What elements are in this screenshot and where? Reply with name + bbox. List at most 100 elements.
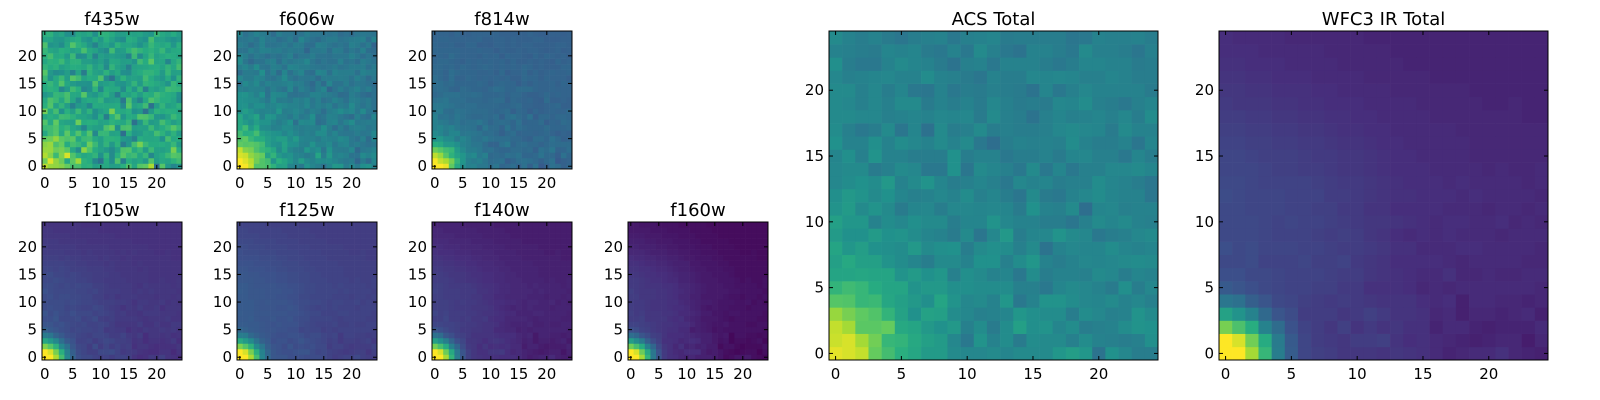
heatmap-cell (337, 135, 344, 142)
heatmap-cell (298, 277, 305, 284)
heatmap-cell (544, 238, 550, 245)
heatmap-cell (448, 288, 455, 295)
heatmap-cell (549, 36, 556, 43)
heatmap-cell (142, 310, 149, 317)
heatmap-cell (432, 282, 438, 289)
heatmap-cell (488, 260, 494, 267)
heatmap-cell (148, 75, 155, 81)
heatmap-cell (493, 233, 500, 239)
heatmap-cell (265, 42, 271, 48)
heatmap-cell (555, 310, 562, 317)
heatmap-cell (165, 255, 172, 261)
heatmap-cell (70, 69, 76, 76)
heatmap-cell (293, 266, 299, 272)
heatmap-cell (656, 332, 662, 339)
heatmap-cell (81, 315, 88, 322)
heatmap-cell (326, 233, 333, 239)
heatmap-cell (337, 227, 344, 234)
heatmap-cell (47, 80, 54, 87)
heatmap-cell (1026, 162, 1040, 177)
heatmap-cell (126, 119, 132, 126)
heatmap-cell (170, 157, 177, 164)
heatmap-cell (64, 119, 71, 126)
heatmap-cell (98, 130, 104, 137)
y-tick-label: 15 (408, 265, 427, 283)
heatmap-cell (64, 282, 71, 289)
heatmap-cell (64, 113, 71, 120)
heatmap-cell (1000, 202, 1014, 216)
heatmap-cell (343, 255, 350, 261)
heatmap-cell (343, 293, 350, 300)
heatmap-cell (64, 299, 71, 306)
heatmap-cell (499, 260, 506, 267)
heatmap-cell (454, 277, 461, 284)
heatmap-cell (667, 233, 674, 239)
heatmap-cell (321, 233, 327, 239)
heatmap-cell (560, 233, 567, 239)
heatmap-cell (465, 91, 472, 98)
heatmap-cell (309, 326, 316, 333)
heatmap-cell (337, 354, 344, 361)
heatmap-cell (678, 315, 685, 322)
heatmap-cell (114, 282, 121, 289)
heatmap-cell (960, 188, 975, 203)
heatmap-cell (47, 304, 54, 311)
heatmap-cell (471, 64, 478, 70)
heatmap-cell (1105, 215, 1119, 229)
heatmap-cell (510, 86, 517, 93)
heatmap-cell (751, 277, 758, 284)
heatmap-cell (493, 53, 500, 59)
heatmap-cell (159, 238, 166, 245)
heatmap-cell (242, 299, 249, 306)
heatmap-cell (154, 343, 160, 350)
heatmap-cell (717, 260, 724, 267)
heatmap-cell (337, 310, 344, 317)
heatmap-cell (265, 75, 271, 81)
heatmap-cell (723, 277, 730, 284)
heatmap-cell (544, 293, 550, 300)
heatmap-cell (1039, 294, 1054, 308)
heatmap-cell (560, 238, 567, 245)
heatmap-cell (176, 222, 183, 228)
heatmap-cell (762, 249, 769, 256)
heatmap-cell (70, 299, 76, 306)
heatmap-cell (499, 163, 506, 170)
heatmap-cell (47, 163, 54, 170)
heatmap-cell (499, 332, 506, 339)
heatmap-cell (131, 282, 138, 289)
heatmap-cell (633, 293, 640, 300)
heatmap-cell (86, 255, 93, 261)
heatmap-cell (684, 293, 690, 300)
heatmap-cell (109, 163, 116, 170)
heatmap-cell (170, 238, 177, 245)
heatmap-cell (92, 36, 99, 43)
heatmap-cell (973, 228, 988, 242)
heatmap-cell (176, 337, 183, 344)
heatmap-cell (672, 326, 679, 333)
heatmap-cell (448, 36, 455, 43)
heatmap-cell (92, 130, 99, 137)
heatmap-cell (740, 293, 746, 300)
heatmap-cell (120, 58, 127, 65)
heatmap-cell (365, 255, 372, 261)
heatmap-cell (159, 271, 166, 278)
heatmap-cell (360, 113, 367, 120)
heatmap-cell (504, 293, 511, 300)
heatmap-cell (762, 304, 769, 311)
heatmap-cell (281, 119, 288, 126)
heatmap-cell (265, 337, 271, 344)
heatmap-cell (53, 326, 60, 333)
heatmap-cell (1052, 241, 1067, 256)
heatmap-cell (560, 260, 567, 267)
heatmap-cell (1118, 162, 1132, 177)
heatmap-cell (454, 249, 461, 256)
heatmap-cell (723, 249, 730, 256)
heatmap-cell (1118, 175, 1132, 190)
heatmap-cell (566, 91, 573, 98)
heatmap-cell (270, 69, 277, 76)
heatmap-cell (53, 141, 60, 148)
heatmap-cell (170, 326, 177, 333)
heatmap-cell (126, 36, 132, 43)
heatmap-cell (242, 233, 249, 239)
heatmap-cell (465, 102, 472, 109)
